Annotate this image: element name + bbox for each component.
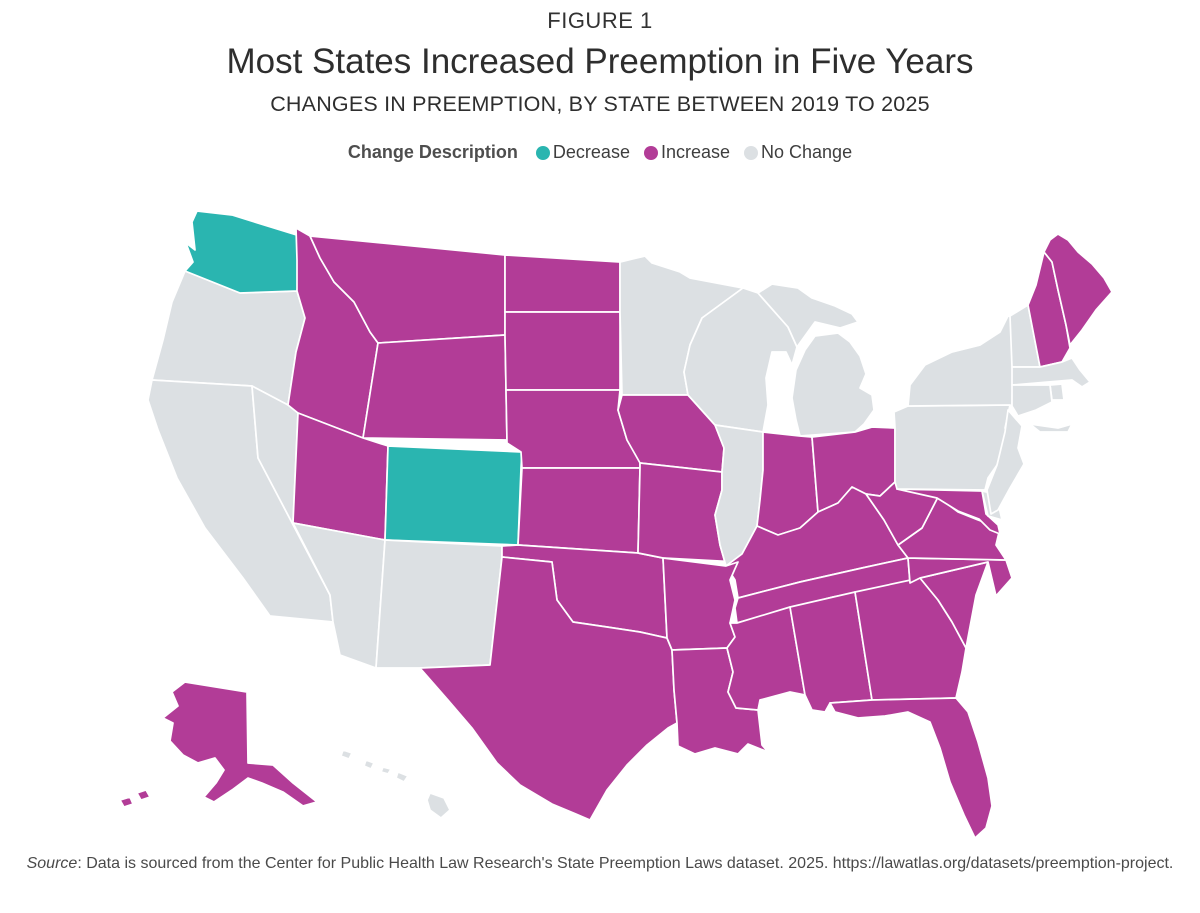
no-change-swatch-icon: [744, 145, 759, 160]
state-co: [384, 445, 523, 546]
legend-item-label: Increase: [660, 142, 731, 162]
legend-item-no-change: No Change: [744, 142, 852, 163]
state-tx: [419, 556, 678, 821]
state-nm: [375, 539, 503, 669]
state-wy: [362, 334, 508, 441]
state-ar: [662, 557, 739, 651]
state-ct: [1011, 384, 1053, 417]
state-sd: [504, 311, 621, 391]
state-fl: [829, 697, 993, 839]
state-mi: [757, 283, 875, 437]
state-me: [1043, 233, 1113, 346]
legend-item-label: No Change: [761, 142, 853, 162]
state-nd: [504, 254, 621, 313]
state-wa: [184, 210, 304, 294]
figure-label: FIGURE 1: [547, 8, 653, 33]
legend-item-label: Decrease: [552, 142, 630, 162]
page-title: Most States Increased Preemption in Five…: [226, 42, 974, 81]
increase-swatch-icon: [643, 145, 658, 160]
legend: Change Description Decrease Increase No …: [0, 142, 1200, 163]
state-ak: [119, 681, 318, 808]
state-nj: [986, 409, 1025, 515]
figure-subtitle: CHANGES IN PREEMPTION, BY STATE BETWEEN …: [270, 92, 930, 116]
decrease-swatch-icon: [535, 145, 550, 160]
state-ks: [517, 467, 641, 554]
source-note: Source: Data is sourced from the Center …: [0, 855, 1200, 873]
source-prefix: Source: [26, 855, 78, 872]
state-wv: [865, 481, 939, 546]
source-text: : Data is sourced from the Center for Pu…: [77, 855, 1174, 872]
legend-item-decrease: Decrease: [535, 142, 630, 163]
state-ma: [1011, 357, 1091, 388]
legend-title: Change Description: [347, 142, 518, 162]
state-hi: [340, 749, 451, 819]
state-nc: [907, 557, 1013, 597]
legend-item-increase: Increase: [643, 142, 731, 163]
